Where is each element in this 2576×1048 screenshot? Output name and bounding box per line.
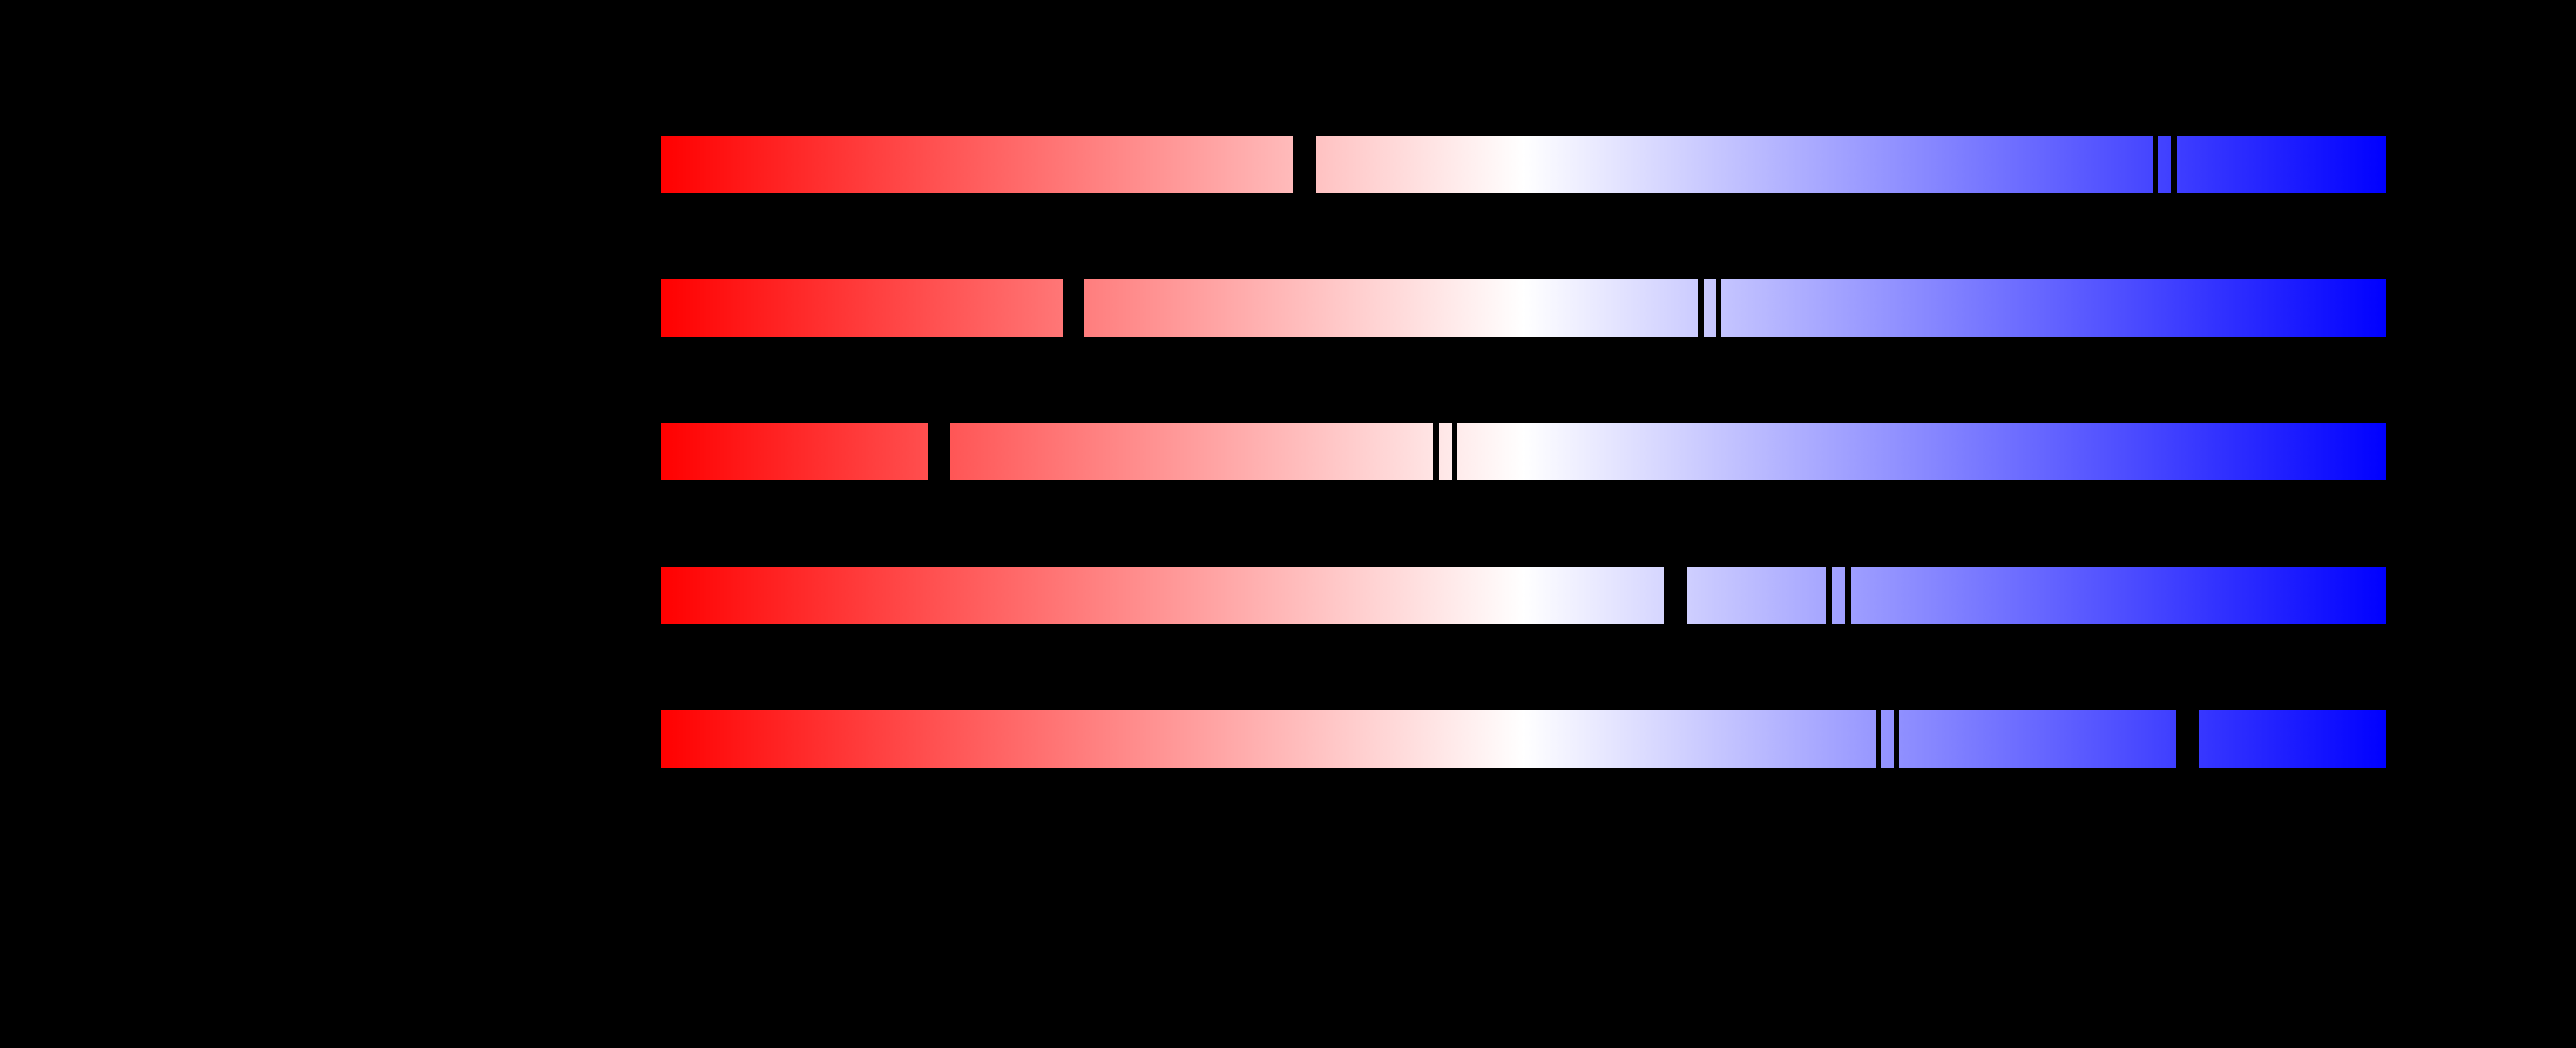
gradient-bar-row-3 [661,423,2386,480]
segment-wide-gap [1664,567,1687,624]
segment-wide-gap [928,423,950,480]
segment-wide-gap [1293,136,1316,193]
double-line-marker-gap-1 [1876,710,1881,768]
segment-wide-gap [1063,279,1084,337]
double-line-marker-gap-2 [2171,136,2177,193]
double-line-marker-gap-2 [1452,423,1457,480]
double-line-marker-gap-2 [1894,710,1899,768]
double-line-marker-gap-2 [1716,279,1721,337]
gradient-bar-row-1 [661,136,2386,193]
double-line-marker-gap-1 [1826,567,1832,624]
gradient-bar-row-4 [661,567,2386,624]
double-line-marker-gap-1 [1698,279,1704,337]
double-line-marker-gap-2 [1845,567,1851,624]
segment-wide-gap [2176,710,2199,768]
double-line-marker-gap-1 [1433,423,1439,480]
gradient-bar-row-5 [661,710,2386,768]
double-line-marker-gap-1 [2153,136,2158,193]
gradient-bar-row-2 [661,279,2386,337]
